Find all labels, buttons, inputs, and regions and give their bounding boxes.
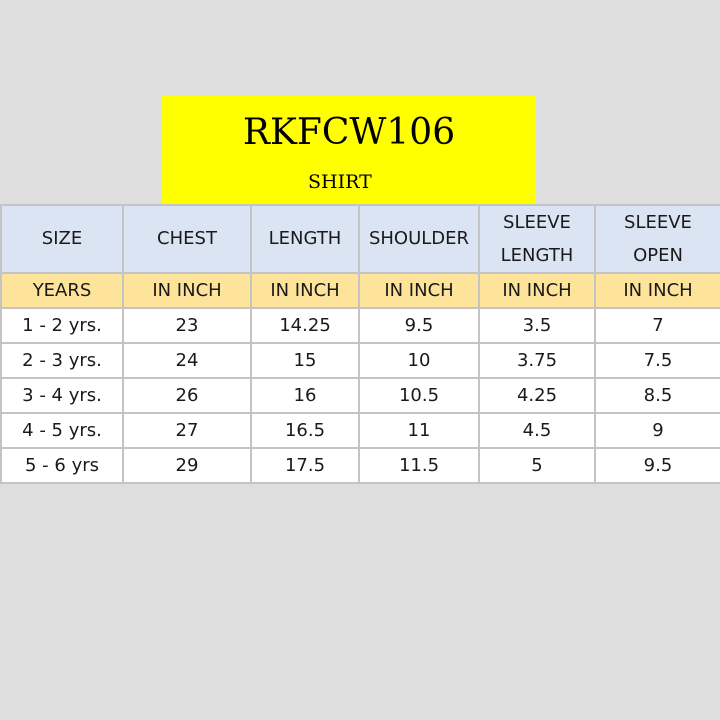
- table-cell: 3.5: [478, 307, 596, 344]
- table-cell: 4 - 5 yrs.: [0, 412, 124, 449]
- product-type: SHIRT: [308, 171, 372, 193]
- table-cell: 14.25: [250, 307, 360, 344]
- header-chest: CHEST: [122, 204, 252, 274]
- table-row: 5 - 6 yrs 29 17.5 11.5 5 9.5: [0, 447, 720, 484]
- header-size: SIZE: [0, 204, 124, 274]
- title-banner: RKFCW106 SHIRT: [162, 96, 536, 204]
- table-cell: 17.5: [250, 447, 360, 484]
- table-cell: 7: [594, 307, 720, 344]
- unit-cell: IN INCH: [478, 272, 596, 309]
- table-cell: 24: [122, 342, 252, 379]
- unit-cell: IN INCH: [122, 272, 252, 309]
- table-cell: 26: [122, 377, 252, 414]
- table-row: 1 - 2 yrs. 23 14.25 9.5 3.5 7: [0, 307, 720, 344]
- table-cell: 3 - 4 yrs.: [0, 377, 124, 414]
- table-cell: 11: [358, 412, 480, 449]
- table-cell: 11.5: [358, 447, 480, 484]
- table-row: 2 - 3 yrs. 24 15 10 3.75 7.5: [0, 342, 720, 379]
- header-shoulder: SHOULDER: [358, 204, 480, 274]
- table-cell: 9.5: [358, 307, 480, 344]
- table-cell: 29: [122, 447, 252, 484]
- table-cell: 16.5: [250, 412, 360, 449]
- table-cell: 15: [250, 342, 360, 379]
- table-cell: 9: [594, 412, 720, 449]
- table-row: 4 - 5 yrs. 27 16.5 11 4.5 9: [0, 412, 720, 449]
- table-cell: 10: [358, 342, 480, 379]
- table-cell: 10.5: [358, 377, 480, 414]
- header-sleeve-open: SLEEVE OPEN: [594, 204, 720, 274]
- size-chart-table: SIZE CHEST LENGTH SHOULDER SLEEVE LENGTH …: [0, 204, 720, 484]
- table-cell: 3.75: [478, 342, 596, 379]
- product-code: RKFCW106: [242, 112, 456, 153]
- table-cell: 16: [250, 377, 360, 414]
- table-cell: 9.5: [594, 447, 720, 484]
- table-unit-row: YEARS IN INCH IN INCH IN INCH IN INCH IN…: [0, 272, 720, 309]
- table-cell: 1 - 2 yrs.: [0, 307, 124, 344]
- unit-cell: YEARS: [0, 272, 124, 309]
- table-cell: 2 - 3 yrs.: [0, 342, 124, 379]
- table-cell: 27: [122, 412, 252, 449]
- unit-cell: IN INCH: [250, 272, 360, 309]
- header-sleeve-length: SLEEVE LENGTH: [478, 204, 596, 274]
- table-cell: 5: [478, 447, 596, 484]
- unit-cell: IN INCH: [594, 272, 720, 309]
- table-cell: 7.5: [594, 342, 720, 379]
- unit-cell: IN INCH: [358, 272, 480, 309]
- table-cell: 5 - 6 yrs: [0, 447, 124, 484]
- table-cell: 23: [122, 307, 252, 344]
- table-row: 3 - 4 yrs. 26 16 10.5 4.25 8.5: [0, 377, 720, 414]
- table-header-row: SIZE CHEST LENGTH SHOULDER SLEEVE LENGTH …: [0, 204, 720, 274]
- table-cell: 8.5: [594, 377, 720, 414]
- table-cell: 4.25: [478, 377, 596, 414]
- header-length: LENGTH: [250, 204, 360, 274]
- table-cell: 4.5: [478, 412, 596, 449]
